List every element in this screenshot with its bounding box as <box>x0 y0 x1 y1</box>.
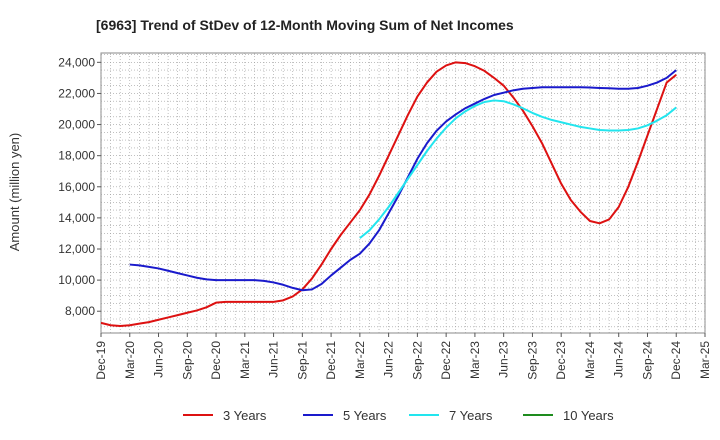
series-line-3-years <box>100 61 677 327</box>
y-tick-label: 8,000 <box>65 304 95 318</box>
x-tick-label: Sep-23 <box>525 341 539 380</box>
plot-area <box>100 52 706 334</box>
x-tick-label: Mar-21 <box>238 341 252 379</box>
x-tick-label: Sep-24 <box>640 341 654 380</box>
legend-label: 10 Years <box>563 408 614 423</box>
x-axis-ticks: Dec-19 Mar-20 Jun-20 Sep-20 Dec-20 Mar-21 Jun-… <box>94 333 712 380</box>
series-line-7-years <box>359 99 677 239</box>
x-tick-label: Mar-20 <box>123 341 137 379</box>
x-tick-label: Dec-20 <box>209 341 223 380</box>
y-axis-label: Amount (million yen) <box>7 133 22 252</box>
y-tick-label: 16,000 <box>58 180 95 194</box>
x-tick-label: Dec-23 <box>554 341 568 380</box>
chart-title: [6963] Trend of StDev of 12-Month Moving… <box>96 17 514 33</box>
x-tick-label: Jun-21 <box>267 341 281 378</box>
x-tick-label: Sep-22 <box>410 341 424 380</box>
x-tick-label: Jun-20 <box>152 341 166 378</box>
x-tick-label: Mar-25 <box>698 341 712 379</box>
y-tick-label: 12,000 <box>58 242 95 256</box>
x-tick-label: Jun-24 <box>612 341 626 378</box>
x-tick-label: Dec-19 <box>94 341 108 380</box>
x-tick-label: Mar-23 <box>468 341 482 379</box>
y-tick-label: 24,000 <box>58 55 95 69</box>
x-tick-label: Sep-21 <box>295 341 309 380</box>
x-tick-label: Sep-20 <box>180 341 194 380</box>
x-tick-label: Mar-24 <box>583 341 597 379</box>
legend-label: 5 Years <box>343 408 387 423</box>
y-tick-label: 20,000 <box>58 118 95 132</box>
x-tick-label: Jun-23 <box>497 341 511 378</box>
y-axis-ticks: 8,000 10,000 12,000 14,000 16,000 18,000 20,00… <box>58 55 101 318</box>
y-tick-label: 10,000 <box>58 273 95 287</box>
x-tick-label: Dec-22 <box>439 341 453 380</box>
legend-label: 3 Years <box>223 408 267 423</box>
y-tick-label: 22,000 <box>58 86 95 100</box>
x-tick-label: Dec-21 <box>324 341 338 380</box>
x-tick-label: Dec-24 <box>669 341 683 380</box>
series-lines <box>100 61 677 327</box>
y-tick-label: 14,000 <box>58 211 95 225</box>
y-tick-label: 18,000 <box>58 149 95 163</box>
legend-label: 7 Years <box>449 408 493 423</box>
legend: 3 Years 5 Years 7 Years 10 Years <box>183 408 614 423</box>
x-tick-label: Jun-22 <box>382 341 396 378</box>
x-tick-label: Mar-22 <box>353 341 367 379</box>
